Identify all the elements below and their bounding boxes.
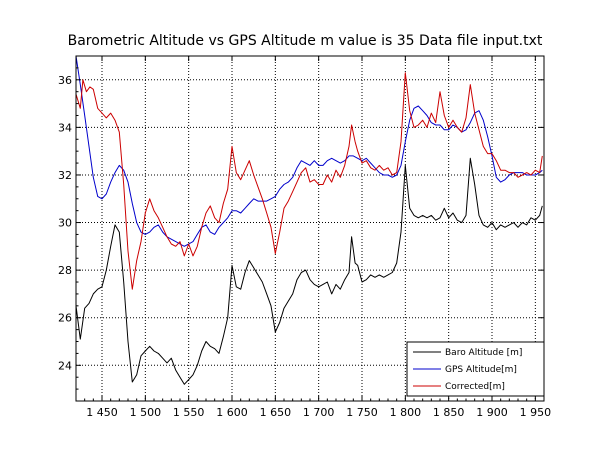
y-tick-label: 32 [58,169,72,182]
x-tick-label: 1 700 [303,406,335,419]
legend: Baro Altitude [m] GPS Altitude[m] Correcte… [406,341,545,397]
series-line-2 [75,55,543,247]
series-lines [75,55,543,385]
axis-ticks: 1 450 1 500 1 550 1 600 1 650 1 700 1 750 1 800… [58,55,552,419]
x-tick-label: 1 600 [216,406,248,419]
x-tick-label: 1 500 [130,406,162,419]
x-tick-label: 1 900 [476,406,508,419]
y-tick-label: 34 [58,121,72,134]
legend-label: Corrected[m] [445,382,505,392]
x-tick-label: 1 750 [346,406,378,419]
y-tick-label: 36 [58,74,72,87]
x-tick-label: 1 800 [390,406,422,419]
x-tick-label: 1 850 [433,406,465,419]
x-tick-label: 1 950 [520,406,552,419]
legend-label: GPS Altitude[m] [445,365,517,375]
y-tick-label: 24 [58,359,72,372]
x-tick-label: 1 550 [173,406,205,419]
y-tick-label: 30 [58,217,72,230]
grid [76,56,544,401]
x-tick-label: 1 450 [86,406,118,419]
series-line-3 [75,72,543,290]
series-line-1 [75,157,543,385]
x-tick-label: 1 650 [260,406,292,419]
legend-label: Baro Altitude [m] [445,348,522,358]
y-tick-label: 26 [58,312,72,325]
chart-title: Barometric Altitude vs GPS Altitude m va… [68,33,543,49]
y-tick-label: 28 [58,264,72,277]
